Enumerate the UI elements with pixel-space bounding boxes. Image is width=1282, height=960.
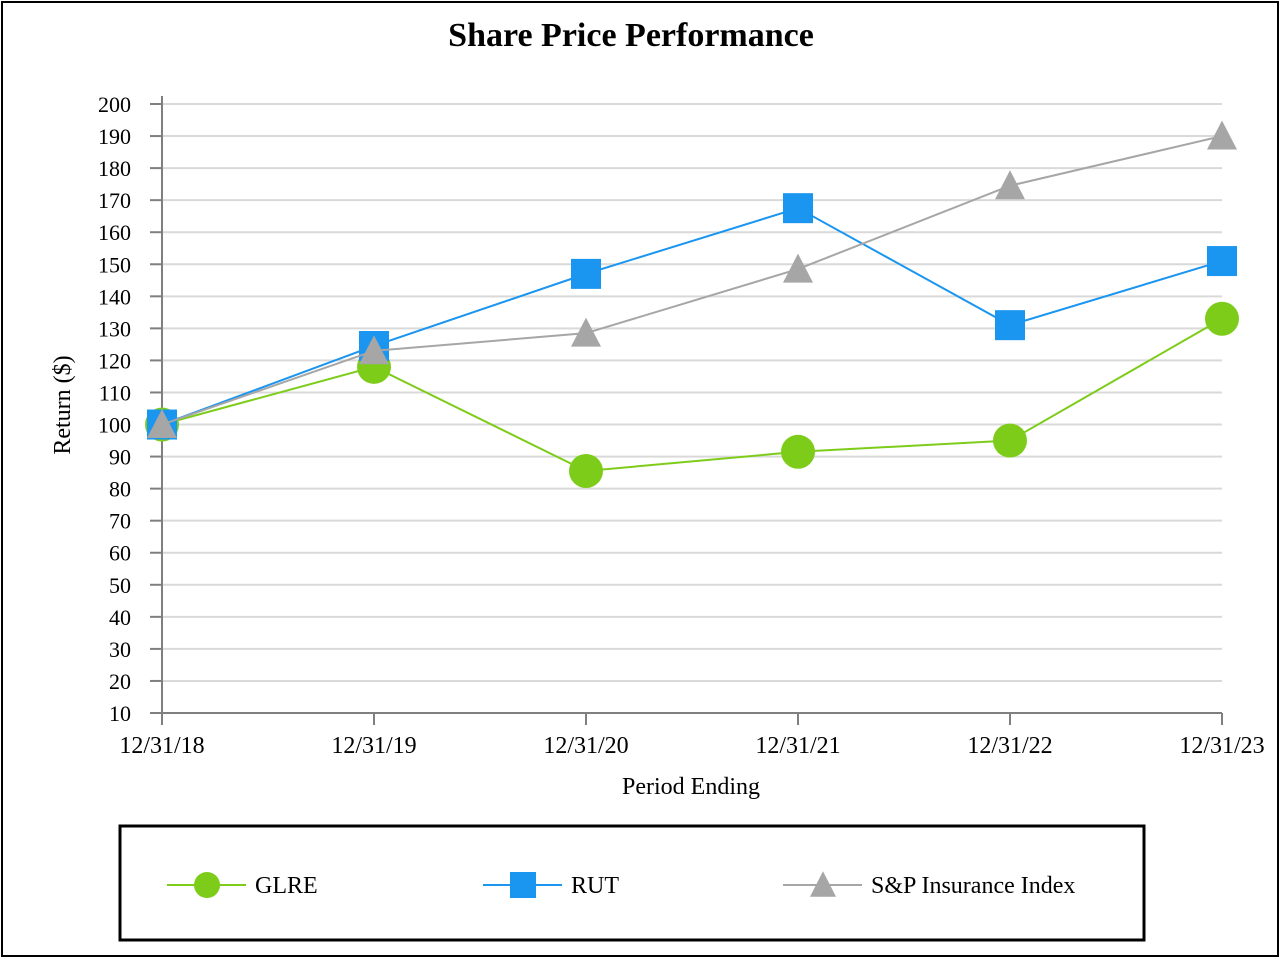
x-tick-label: 12/31/23: [1179, 733, 1264, 759]
series-line-glre: [161, 317, 1223, 473]
y-tick-label: 10: [109, 701, 131, 726]
y-tick-label: 180: [98, 156, 131, 181]
data-point-s-p-insurance-index: [359, 335, 389, 365]
series-line-s-p-insurance-index: [161, 135, 1223, 426]
y-tick-label: 130: [98, 316, 131, 341]
data-point-glre: [569, 454, 603, 489]
y-tick-label: 100: [98, 413, 131, 438]
legend-marker: [510, 872, 536, 898]
y-tick-label: 110: [99, 380, 131, 405]
legend: GLRE RUT S&P Insurance Index: [167, 871, 1075, 899]
legend-label: RUT: [571, 873, 619, 899]
y-tick-label: 190: [98, 124, 131, 149]
y-tick-label: 90: [109, 445, 131, 470]
data-point-rut: [783, 193, 813, 224]
legend-box: [118, 824, 1146, 942]
y-tick-label: 200: [98, 92, 131, 117]
data-point-s-p-insurance-index: [1207, 120, 1237, 150]
legend-marker: [810, 871, 836, 897]
data-point-rut: [995, 310, 1025, 341]
y-tick-label: 160: [98, 220, 131, 245]
axes: 200 190 180 170 160 150 140 130 120 110 100 90 80 70 6…: [98, 92, 1265, 759]
y-tick-label: 40: [109, 605, 131, 630]
x-tick-label: 12/31/22: [967, 733, 1052, 759]
x-tick-label: 12/31/19: [331, 733, 416, 759]
data-point-s-p-insurance-index: [571, 317, 601, 347]
data-point-s-p-insurance-index: [995, 170, 1025, 200]
data-point-glre: [1205, 301, 1239, 336]
x-tick-label: 12/31/18: [119, 733, 204, 759]
series-group: [145, 120, 1239, 489]
x-tick-label: 12/31/20: [543, 733, 628, 759]
y-tick-label: 60: [109, 541, 131, 566]
y-tick-label: 120: [98, 348, 131, 373]
y-tick-label: 80: [109, 477, 131, 502]
x-tick-label: 12/31/21: [755, 733, 840, 759]
y-tick-label: 50: [109, 573, 131, 598]
data-point-s-p-insurance-index: [147, 409, 177, 439]
x-axis-title: Period Ending: [622, 774, 760, 800]
data-point-s-p-insurance-index: [783, 253, 813, 283]
gridlines: [162, 103, 1222, 682]
data-point-glre: [993, 423, 1027, 458]
y-tick-label: 70: [109, 509, 131, 534]
data-point-glre: [781, 434, 815, 469]
y-tick-label: 150: [98, 252, 131, 277]
y-tick-label: 140: [98, 284, 131, 309]
y-axis-title: Return ($): [50, 355, 76, 454]
y-tick-label: 170: [98, 188, 131, 213]
legend-label: GLRE: [255, 873, 318, 899]
y-tick-label: 30: [109, 637, 131, 662]
series-line-rut: [161, 207, 1223, 426]
legend-label: S&P Insurance Index: [871, 873, 1075, 899]
data-point-rut: [1207, 246, 1237, 277]
chart-title: Share Price Performance: [448, 17, 814, 54]
data-point-rut: [571, 258, 601, 289]
legend-marker: [194, 872, 220, 898]
y-tick-label: 20: [109, 669, 131, 694]
